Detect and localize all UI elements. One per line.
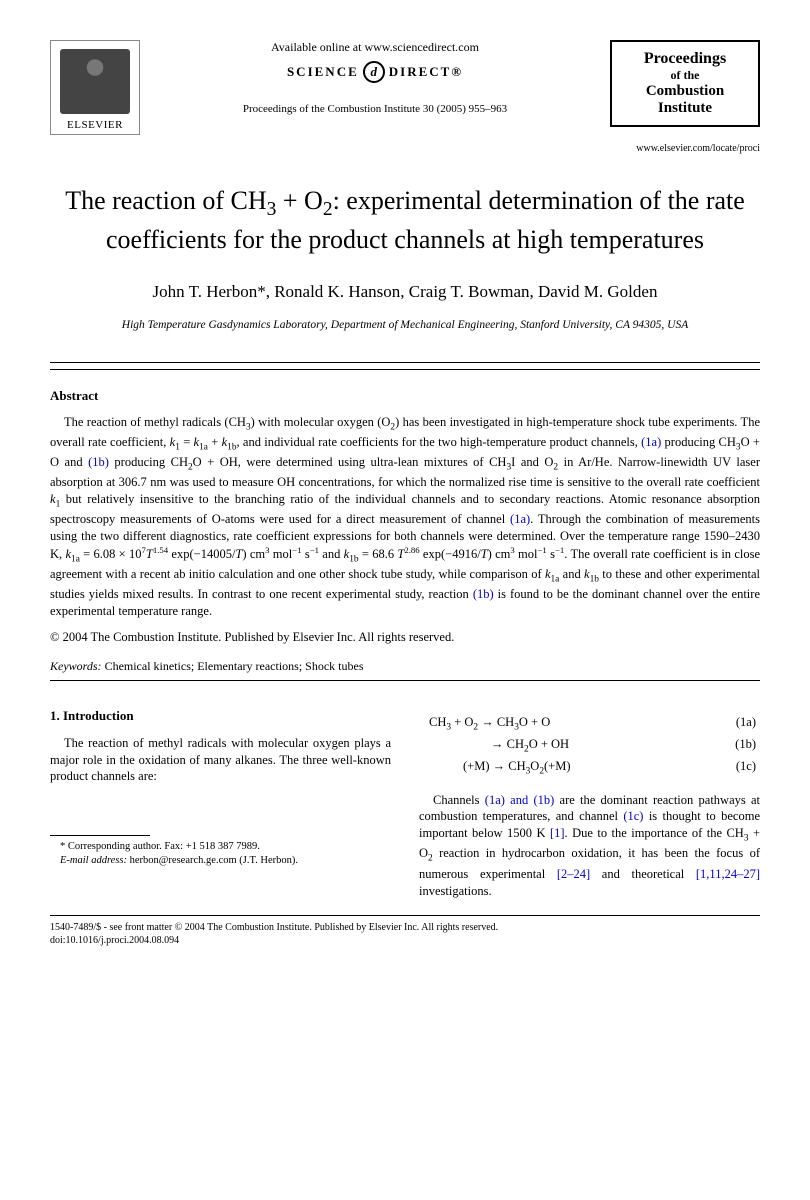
title-sub2: 2 — [323, 199, 333, 220]
eq-1c-lhs: (+M) → CH3O2(+M) — [419, 758, 571, 778]
eq-1b-lhs: → CH2O + OH — [419, 736, 569, 756]
keywords-label: Keywords: — [50, 659, 102, 673]
right-column: CH3 + O2 → CH3O + O (1a) → CH2O + OH (1b… — [419, 707, 760, 899]
journal-box: Proceedings of the Combustion Institute — [610, 40, 760, 127]
divider-mid — [50, 680, 760, 681]
intro-heading: 1. Introduction — [50, 707, 391, 725]
elsevier-logo: ELSEVIER — [50, 40, 140, 135]
eq-1a-lhs: CH3 + O2 → CH3O + O — [419, 714, 550, 734]
sd-left: SCIENCE — [287, 64, 359, 80]
equation-row: → CH2O + OH (1b) — [419, 735, 760, 757]
paper-title: The reaction of CH3 + O2: experimental d… — [50, 184, 760, 256]
available-online-text: Available online at www.sciencedirect.co… — [155, 40, 595, 55]
abstract-copyright: © 2004 The Combustion Institute. Publish… — [50, 630, 760, 645]
intro-para2: Channels (1a) and (1b) are the dominant … — [419, 792, 760, 900]
abstract-heading: Abstract — [50, 388, 760, 404]
affiliation: High Temperature Gasdynamics Laboratory,… — [50, 318, 760, 334]
title-mid1: + O — [276, 186, 322, 215]
journal-url[interactable]: www.elsevier.com/locate/proci — [50, 143, 760, 154]
equation-row: CH3 + O2 → CH3O + O (1a) — [419, 713, 760, 735]
title-sub1: 3 — [267, 199, 277, 220]
sd-at-icon: d — [363, 61, 385, 83]
keywords-text: Chemical kinetics; Elementary reactions;… — [102, 659, 364, 673]
footnote-email: E-mail address: herbon@research.ge.com (… — [50, 854, 391, 868]
equation-row: (+M) → CH3O2(+M) (1c) — [419, 757, 760, 779]
journal-line2: of the — [622, 68, 748, 83]
footnote-rule — [50, 835, 150, 836]
header-row: ELSEVIER Available online at www.science… — [50, 40, 760, 135]
eq-1a-num: (1a) — [736, 714, 760, 734]
divider-top-2 — [50, 369, 760, 370]
keywords: Keywords: Chemical kinetics; Elementary … — [50, 659, 760, 674]
divider-top-1 — [50, 362, 760, 363]
left-column: 1. Introduction The reaction of methyl r… — [50, 707, 391, 899]
two-column-body: 1. Introduction The reaction of methyl r… — [50, 707, 760, 899]
authors: John T. Herbon*, Ronald K. Hanson, Craig… — [50, 280, 760, 304]
page-footer: 1540-7489/$ - see front matter © 2004 Th… — [50, 915, 760, 947]
email-tail: (J.T. Herbon). — [237, 855, 298, 866]
title-prefix: The reaction of CH — [65, 186, 266, 215]
journal-line4: Institute — [622, 100, 748, 117]
journal-line1: Proceedings — [622, 50, 748, 68]
journal-line3: Combustion — [622, 83, 748, 100]
footer-doi: doi:10.1016/j.proci.2004.08.094 — [50, 934, 760, 947]
intro-para1: The reaction of methyl radicals with mol… — [50, 735, 391, 786]
sd-right: DIRECT® — [389, 64, 463, 80]
center-header: Available online at www.sciencedirect.co… — [140, 40, 610, 115]
journal-box-wrapper: Proceedings of the Combustion Institute — [610, 40, 760, 127]
email-label: E-mail address: — [60, 855, 127, 866]
footnote-corresponding: * Corresponding author. Fax: +1 518 387 … — [50, 840, 391, 854]
eq-1b-num: (1b) — [735, 736, 760, 756]
email-value[interactable]: herbon@research.ge.com — [127, 855, 237, 866]
eq-1c-num: (1c) — [736, 758, 760, 778]
equations-block: CH3 + O2 → CH3O + O (1a) → CH2O + OH (1b… — [419, 713, 760, 779]
elsevier-tree-icon — [60, 49, 130, 114]
science-direct-logo: SCIENCE d DIRECT® — [155, 61, 595, 83]
footer-line1: 1540-7489/$ - see front matter © 2004 Th… — [50, 921, 760, 934]
elsevier-label: ELSEVIER — [67, 119, 123, 131]
abstract-body: The reaction of methyl radicals (CH3) wi… — [50, 414, 760, 620]
citation-line: Proceedings of the Combustion Institute … — [155, 103, 595, 115]
